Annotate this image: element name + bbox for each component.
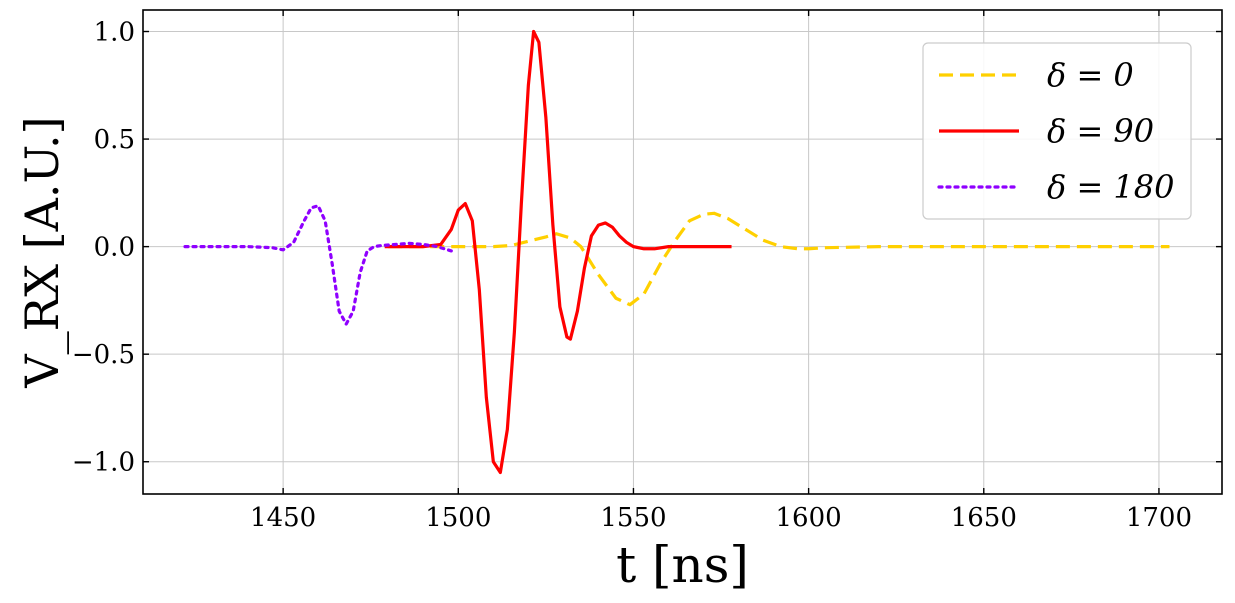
legend-box [922,42,1192,220]
y-tick-label: 0.5 [94,125,135,155]
x-tick-label: 1500 [425,503,491,533]
y-tick-label: 0.0 [94,233,135,263]
axis-ticks [143,10,1222,494]
x-axis-title: t [ns] [616,536,749,594]
x-tick-label: 1700 [1126,503,1192,533]
y-tick-label: −0.5 [72,340,135,370]
legend: δ = 0 δ = 90 δ = 180 [922,42,1192,220]
series-lines [183,29,1170,475]
legend-label: δ = 0 [1047,56,1134,94]
y-tick-label: −1.0 [72,448,135,478]
x-tick-label: 1600 [776,503,842,533]
x-tick-label: 1550 [600,503,666,533]
tick-labels: 1450 1500 1550 1600 1650 1700 1.0 0.5 0.0 −0.5 −1.… [72,18,1192,533]
series-line-1 [384,29,732,475]
y-tick-label: 1.0 [94,18,135,48]
x-tick-label: 1450 [250,503,316,533]
x-tick-label: 1650 [951,503,1017,533]
legend-label: δ = 180 [1047,168,1175,206]
series-line-2 [183,204,453,326]
legend-label: δ = 90 [1047,112,1154,150]
series-line-0 [388,211,1170,307]
y-axis-title: V_RX [A.U.] [15,116,69,388]
plot-frame [142,9,1223,495]
